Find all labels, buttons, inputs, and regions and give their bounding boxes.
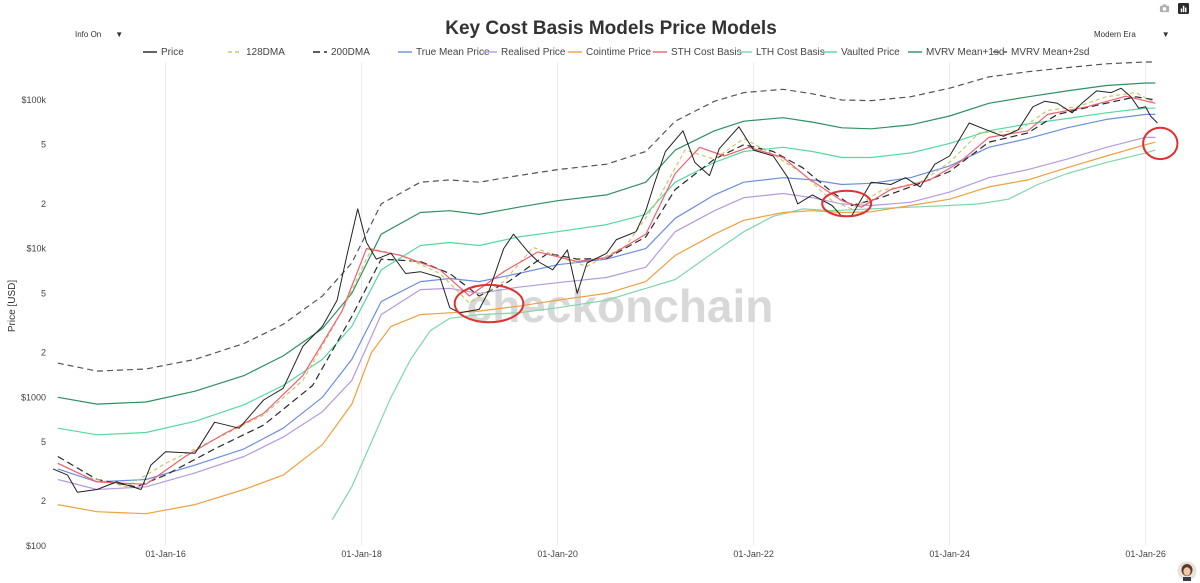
legend-label-sth: STH Cost Basis — [671, 47, 742, 58]
legend-item-sth[interactable]: STH Cost Basis — [653, 47, 742, 58]
info-dropdown[interactable]: Info On ▼ — [75, 30, 123, 39]
legend-item-price[interactable]: Price — [143, 47, 184, 58]
legend-label-vaulted: Vaulted Price — [841, 47, 900, 58]
legend-item-dma128[interactable]: 128DMA — [228, 47, 285, 58]
x-tick-label-3: 01-Jan-22 — [733, 549, 774, 559]
y-tick-label-5: 5 — [41, 288, 46, 298]
x-tick-label-2: 01-Jan-20 — [537, 549, 578, 559]
legend-item-cointime[interactable]: Cointime Price — [568, 47, 651, 58]
camera-icon[interactable] — [1159, 3, 1170, 14]
y-tick-label-9: $100k — [21, 95, 46, 105]
x-tick-label-1: 01-Jan-18 — [341, 549, 382, 559]
series-vaulted-line — [57, 107, 1156, 436]
legend-label-price: Price — [161, 47, 184, 58]
series-price-line — [52, 87, 1158, 493]
y-tick-label-8: 5 — [41, 140, 46, 150]
legend-item-true_mean[interactable]: True Mean Price — [398, 47, 490, 58]
era-dropdown-label: Modern Era — [1094, 30, 1136, 39]
legend-label-dma128: 128DMA — [246, 47, 285, 58]
highlight-ellipse-0 — [453, 283, 525, 324]
y-axis: $100 2 5 $1000 2 5 $10k 2 5 $100k — [21, 95, 47, 551]
highlight-ellipse-1 — [821, 189, 873, 218]
legend-item-lth[interactable]: LTH Cost Basis — [738, 47, 825, 58]
series-lth-line — [331, 149, 1156, 521]
legend: Price 128DMA 200DMA True Mean Price Realised… — [143, 47, 1089, 58]
legend-item-mvrv2[interactable]: MVRV Mean+2sd — [993, 47, 1089, 58]
y-tick-label-0: $100 — [26, 541, 46, 551]
legend-item-mvrv1[interactable]: MVRV Mean+1sd — [908, 47, 1004, 58]
series-sth-line — [57, 95, 1156, 485]
chevron-down-icon: ▼ — [115, 30, 124, 39]
legend-label-mvrv1: MVRV Mean+1sd — [926, 47, 1004, 58]
legend-label-true_mean: True Mean Price — [416, 47, 490, 58]
y-tick-label-1: 2 — [41, 496, 46, 506]
x-tick-label-0: 01-Jan-16 — [145, 549, 186, 559]
series-cointime-line — [57, 141, 1156, 515]
y-tick-label-7: 2 — [41, 199, 46, 209]
series-dma200-line — [57, 96, 1156, 488]
y-tick-label-3: $1000 — [21, 392, 46, 402]
series-layer — [52, 61, 1158, 521]
legend-label-dma200: 200DMA — [331, 47, 370, 58]
grid — [165, 62, 1147, 546]
annotations-layer — [453, 126, 1179, 324]
series-mvrv2-line — [57, 61, 1156, 372]
legend-item-vaulted[interactable]: Vaulted Price — [823, 47, 900, 58]
y-axis-label: Price [USD] — [7, 280, 18, 332]
series-mvrv1-line — [57, 82, 1156, 405]
chart-title: Key Cost Basis Models Price Models — [445, 18, 777, 39]
x-axis: 01-Jan-16 01-Jan-18 01-Jan-20 01-Jan-22 01-J… — [145, 549, 1166, 559]
legend-label-realised: Realised Price — [501, 47, 566, 58]
legend-item-dma200[interactable]: 200DMA — [313, 47, 370, 58]
y-tick-label-2: 5 — [41, 437, 46, 447]
legend-item-realised[interactable]: Realised Price — [483, 47, 566, 58]
x-tick-label-5: 01-Jan-26 — [1125, 549, 1166, 559]
chart-logo-icon[interactable] — [1178, 3, 1189, 14]
y-tick-label-4: 2 — [41, 348, 46, 358]
x-tick-label-4: 01-Jan-24 — [929, 549, 970, 559]
series-realised-line — [57, 136, 1156, 491]
highlight-ellipse-2 — [1142, 126, 1179, 161]
avatar — [1177, 561, 1197, 581]
legend-label-lth: LTH Cost Basis — [756, 47, 825, 58]
chevron-down-icon: ▼ — [1161, 30, 1170, 39]
info-dropdown-label: Info On — [75, 30, 102, 39]
legend-label-cointime: Cointime Price — [586, 47, 651, 58]
era-dropdown[interactable]: Modern Era ▼ — [1094, 30, 1170, 39]
series-true_mean-line — [57, 113, 1156, 483]
legend-label-mvrv2: MVRV Mean+2sd — [1011, 47, 1089, 58]
y-tick-label-6: $10k — [26, 244, 46, 254]
